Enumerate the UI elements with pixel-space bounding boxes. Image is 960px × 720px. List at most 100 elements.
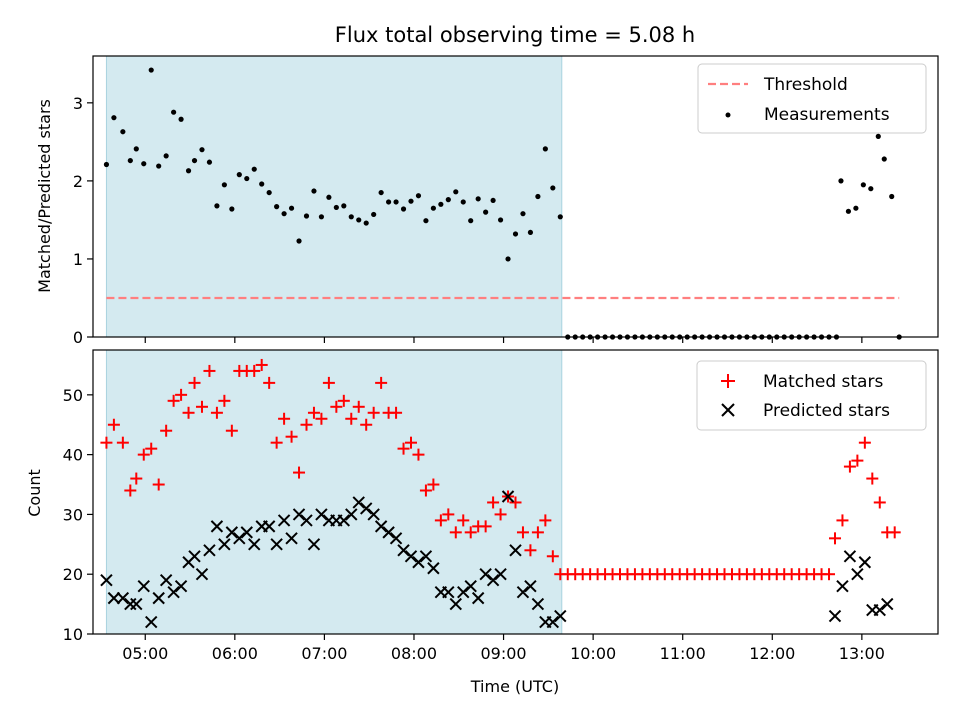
measurement-point [378,189,384,196]
measurement-point [400,206,407,212]
predicted-star-point [277,514,291,527]
predicted-star-point [419,550,433,563]
measurement-point [853,205,859,211]
x-tick-label: 11:00 [660,644,706,663]
x-tick-label: 08:00 [391,644,437,663]
x-tick-label: 07:00 [301,644,347,663]
measurement-point [191,157,198,164]
measurement-point [430,205,436,211]
x-tick-label: 05:00 [122,644,168,663]
matched-star-point [412,448,425,461]
matched-star-point [152,478,165,491]
legend-predicted-label: Predicted stars [763,401,890,421]
x-tick-label: 06:00 [212,644,258,663]
top-legend-box [697,63,927,134]
predicted-stars-points [100,490,894,629]
matched-star-point [516,526,529,539]
predicted-star-point [300,514,313,527]
predicted-star-point [233,532,246,545]
measurement-point [483,209,489,215]
predicted-star-point [292,508,306,521]
matched-star-point [255,358,268,371]
top-y-axis-label: Matched/Predicted stars [35,99,54,293]
matched-star-point [100,436,113,449]
matched-star-point [419,484,432,497]
predicted-star-point [315,508,328,521]
matched-star-point [457,514,470,527]
measurement-point [868,186,874,192]
measurement-point [163,153,169,159]
predicted-star-point [174,579,188,593]
predicted-star-point [240,526,253,539]
bottom-x-ticks: 05:00 06:00 07:00 08:00 09:00 10:00 11:00 12:00… [122,634,885,663]
measurement-point [889,193,895,200]
measurement-point [512,231,519,237]
predicted-star-point [427,562,440,575]
measurement-point [199,147,205,153]
matched-star-point [293,466,306,479]
matched-star-point [449,526,462,539]
measurement-point [497,217,504,223]
predicted-star-point [494,568,507,581]
measurement-point [371,211,377,218]
matched-star-point [494,508,507,521]
predicted-star-point [486,573,500,587]
matched-star-point [160,424,173,437]
matched-star-point [434,514,447,527]
matched-star-point [546,550,559,563]
measurement-point [148,67,154,73]
bottom-y-axis-label: Count [25,469,44,517]
matched-star-point [307,406,320,419]
measurement-point [341,203,347,209]
measurement-point [326,194,332,200]
measurement-point [415,193,422,199]
measurement-point [845,208,852,214]
measurement-point [311,188,317,194]
top-y-tick-label: 0 [73,328,83,347]
predicted-star-point [195,568,209,581]
predicted-star-point [345,508,358,521]
measurement-point [206,159,213,165]
matched-star-point [823,568,836,581]
measurement-point [881,156,887,162]
measurement-point [527,229,534,236]
x-tick-label: 13:00 [839,644,885,663]
x-axis-label: Time (UTC) [470,677,559,696]
matched-star-point [836,514,849,527]
matched-star-point [858,436,871,449]
top-axes-frame [92,55,939,338]
matched-star-point [479,520,492,533]
matched-star-point [145,442,158,455]
legend-matched-swatch [721,374,735,388]
matched-star-point [375,376,388,389]
bottom-y-tick-label: 10 [63,625,83,644]
matched-star-point [352,400,365,413]
predicted-star-point [524,579,537,593]
matched-star-point [210,406,223,419]
predicted-star-point [479,568,492,581]
predicted-star-point [442,585,455,599]
matched-star-point [137,448,150,461]
predicted-star-point [389,532,403,545]
predicted-star-point [836,579,849,593]
matched-star-point [315,412,328,425]
predicted-star-point [397,544,410,557]
predicted-star-point [828,609,842,623]
bottom-y-tick-label: 50 [63,386,83,405]
matched-star-point [397,442,410,455]
predicted-star-point [137,579,150,593]
bottom-y-tick-label: 20 [63,565,83,584]
measurement-point [860,182,866,188]
top-y-tick-label: 2 [73,172,83,191]
matched-star-point [270,436,283,449]
measurement-point [141,161,147,167]
top-x-ticks [144,337,863,343]
predicted-star-point [367,508,380,521]
matched-star-point [322,376,335,389]
matched-star-point [888,526,901,539]
measurement-point [156,163,162,169]
matched-star-point [509,496,522,509]
matched-star-point [390,406,403,419]
predicted-star-point [509,544,522,557]
measurement-point [550,185,556,191]
